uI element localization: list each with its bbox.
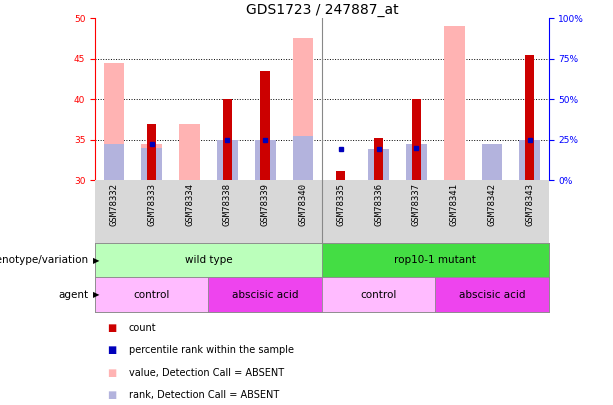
Bar	[261, 71, 270, 180]
Bar	[147, 124, 156, 180]
Text: GSM78338: GSM78338	[223, 183, 232, 226]
Bar	[406, 144, 427, 180]
Bar	[322, 277, 435, 312]
Bar	[406, 144, 427, 180]
Text: agent: agent	[59, 290, 89, 300]
Text: GSM78343: GSM78343	[525, 183, 535, 226]
Bar	[519, 140, 540, 180]
Text: rank, Detection Call = ABSENT: rank, Detection Call = ABSENT	[129, 390, 279, 400]
Bar	[368, 149, 389, 180]
Bar	[525, 55, 535, 180]
Text: GSM78337: GSM78337	[412, 183, 421, 226]
Text: ■: ■	[107, 390, 116, 400]
Text: abscisic acid: abscisic acid	[232, 290, 299, 300]
Bar	[142, 148, 162, 180]
Text: GSM78336: GSM78336	[374, 183, 383, 226]
Text: ▶: ▶	[93, 290, 99, 299]
Text: ▶: ▶	[93, 256, 99, 265]
Bar	[223, 99, 232, 180]
Bar	[255, 140, 275, 180]
Text: GSM78335: GSM78335	[336, 183, 345, 226]
Bar	[374, 138, 383, 180]
Bar	[142, 144, 162, 180]
Text: count: count	[129, 323, 156, 333]
Text: abscisic acid: abscisic acid	[459, 290, 525, 300]
Text: percentile rank within the sample: percentile rank within the sample	[129, 345, 294, 355]
Bar	[95, 243, 322, 277]
Bar	[208, 277, 322, 312]
Title: GDS1723 / 247887_at: GDS1723 / 247887_at	[246, 3, 398, 17]
Text: GSM78332: GSM78332	[109, 183, 118, 226]
Bar	[217, 140, 238, 180]
Text: control: control	[134, 290, 170, 300]
Bar	[104, 63, 124, 180]
Bar	[104, 144, 124, 180]
Bar	[255, 140, 275, 180]
Bar	[482, 144, 502, 180]
Text: GSM78339: GSM78339	[261, 183, 270, 226]
Bar	[336, 171, 346, 180]
Text: GSM78334: GSM78334	[185, 183, 194, 226]
Bar	[217, 144, 238, 180]
Bar	[444, 26, 465, 180]
Bar	[435, 277, 549, 312]
Text: wild type: wild type	[185, 255, 232, 265]
Bar	[292, 38, 313, 180]
Bar	[292, 136, 313, 180]
Text: genotype/variation: genotype/variation	[0, 255, 89, 265]
Text: ■: ■	[107, 345, 116, 355]
Text: GSM78342: GSM78342	[487, 183, 497, 226]
Bar	[322, 243, 549, 277]
Text: ■: ■	[107, 368, 116, 377]
Bar	[368, 149, 389, 180]
Text: GSM78340: GSM78340	[299, 183, 308, 226]
Text: GSM78333: GSM78333	[147, 183, 156, 226]
Text: ■: ■	[107, 323, 116, 333]
Bar	[179, 124, 200, 180]
Bar	[95, 277, 208, 312]
Bar	[411, 99, 421, 180]
Text: GSM78341: GSM78341	[449, 183, 459, 226]
Text: rop10-1 mutant: rop10-1 mutant	[394, 255, 476, 265]
Text: control: control	[360, 290, 397, 300]
Text: value, Detection Call = ABSENT: value, Detection Call = ABSENT	[129, 368, 284, 377]
Bar	[482, 144, 502, 180]
